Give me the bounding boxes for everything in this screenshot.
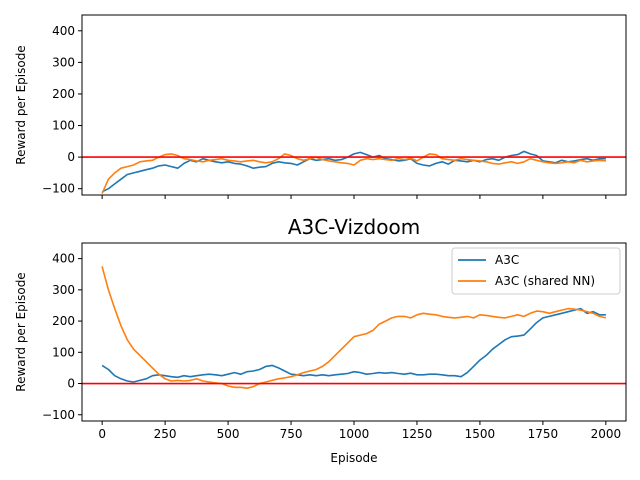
x-tick-label: 2000	[591, 427, 622, 441]
x-tick-label: 250	[154, 427, 177, 441]
x-tick-label: 1500	[465, 427, 496, 441]
y-tick-label: −100	[42, 408, 75, 422]
bottom-y-axis-label: Reward per Episode	[14, 272, 28, 391]
bottom-plot-panel: 0 250 500 750 1000 1250 1500 1750 2000 −100 0 100 20…	[14, 215, 627, 465]
y-tick-label: 0	[67, 150, 75, 164]
top-y-axis-label: Reward per Episode	[14, 45, 28, 164]
x-tick-label: 1000	[339, 427, 370, 441]
y-tick-label: 100	[52, 119, 75, 133]
y-tick-label: 300	[52, 283, 75, 297]
y-tick-label: 400	[52, 24, 75, 38]
top-series-line-1	[101, 153, 606, 194]
legend-label-a3c-shared-nn: A3C (shared NN)	[495, 274, 595, 288]
x-tick-label: 1250	[402, 427, 433, 441]
y-tick-label: 100	[52, 345, 75, 359]
bottom-x-axis-label: Episode	[330, 451, 377, 465]
x-tick-label: 0	[98, 427, 106, 441]
legend-box	[451, 247, 621, 295]
top-series-line-0	[101, 150, 606, 193]
bottom-plot-frame	[81, 242, 627, 422]
legend: A3C A3C (shared NN)	[451, 247, 621, 295]
x-tick-label: 750	[280, 427, 303, 441]
top-plot-frame	[81, 14, 627, 196]
chart-title: A3C-Vizdoom	[288, 215, 420, 239]
y-tick-label: 200	[52, 314, 75, 328]
bottom-series-line-1	[101, 266, 607, 390]
y-tick-label: 200	[52, 87, 75, 101]
top-plot-panel: −100 0 100 200 300 400 Reward per Episode	[14, 14, 627, 199]
y-tick-label: 0	[67, 377, 75, 391]
y-tick-label: 400	[52, 252, 75, 266]
x-tick-label: 500	[217, 427, 240, 441]
y-tick-label: −100	[42, 182, 75, 196]
x-tick-label: 1750	[528, 427, 559, 441]
bottom-series-line-0	[101, 307, 606, 383]
y-tick-label: 300	[52, 55, 75, 69]
legend-label-a3c: A3C	[495, 253, 519, 267]
